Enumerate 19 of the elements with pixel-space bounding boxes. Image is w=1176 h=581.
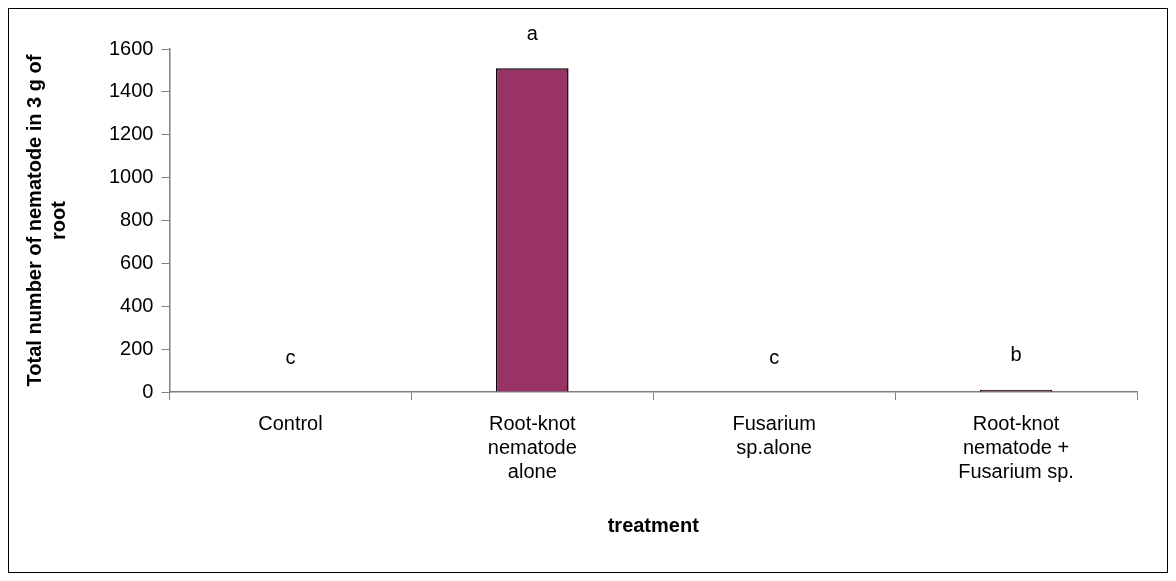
annotation: c xyxy=(285,345,296,368)
x-tick-label: Root-knot nematode + Fusarium sp. xyxy=(958,411,1074,482)
y-tick-label: 600 xyxy=(120,250,154,273)
y-tick-label: 1600 xyxy=(108,36,154,59)
x-tick-label: Control xyxy=(258,411,323,434)
y-axis-title: Total number of nematode in 3 g of root xyxy=(22,54,69,387)
x-tick-label: Fusarium sp.alone xyxy=(732,411,816,458)
y-tick-label: 200 xyxy=(120,336,154,359)
annotation: c xyxy=(769,345,780,368)
x-axis-title: treatment xyxy=(607,513,700,536)
annotation: b xyxy=(1010,343,1022,366)
y-tick-label: 1000 xyxy=(108,165,154,188)
y-tick-label: 0 xyxy=(142,379,154,402)
y-tick-label: 800 xyxy=(120,208,154,231)
x-tick-label: Root-knot nematode alone xyxy=(487,411,577,482)
y-tick-label: 1200 xyxy=(108,122,154,145)
y-tick-label: 1400 xyxy=(108,79,154,102)
annotation: a xyxy=(526,21,539,44)
y-tick-label: 400 xyxy=(120,293,154,316)
